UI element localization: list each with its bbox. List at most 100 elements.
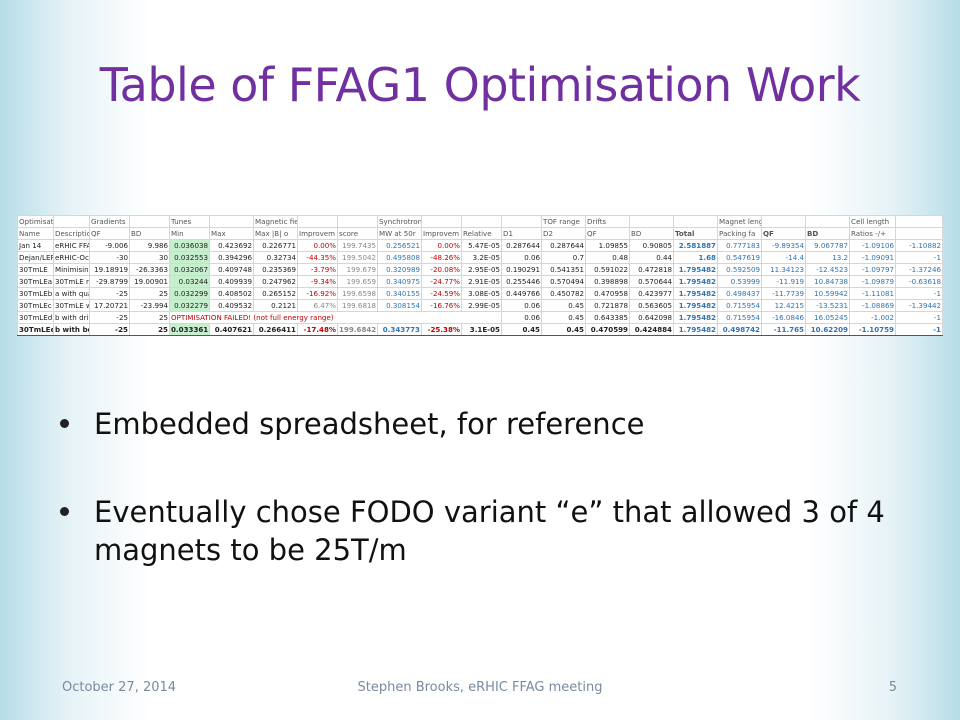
spreadsheet-column-header: D1	[501, 227, 542, 240]
spreadsheet-cell: -12.4523	[805, 263, 850, 276]
spreadsheet-cell: 0.06	[501, 311, 542, 324]
spreadsheet-cell: 11.34123	[761, 263, 806, 276]
spreadsheet-cell: 0.643385	[585, 311, 630, 324]
spreadsheet-cell: 0.256521	[377, 239, 422, 252]
spreadsheet-column-header: BD	[129, 227, 170, 240]
spreadsheet-cell: 1.795482	[673, 311, 718, 324]
spreadsheet-cell: 17.20721	[89, 299, 130, 312]
spreadsheet-group-header: Drifts	[585, 215, 630, 228]
spreadsheet-cell: 0.033361	[169, 323, 210, 336]
spreadsheet-cell: 0.547619	[717, 251, 762, 264]
spreadsheet-cell: 199.679	[337, 263, 378, 276]
spreadsheet-cell: a with qua	[53, 287, 90, 300]
spreadsheet-cell: 0.45	[541, 323, 586, 336]
spreadsheet-column-header	[895, 227, 943, 240]
spreadsheet-cell: -30	[89, 251, 130, 264]
spreadsheet-cell: 0.398898	[585, 275, 630, 288]
spreadsheet-cell: 25	[129, 311, 170, 324]
spreadsheet-row: 30TmLEd b with drif -25 25 OPTIMISATION FAIL…	[17, 311, 943, 324]
spreadsheet-cell: 19.18919	[89, 263, 130, 276]
spreadsheet-group-header	[805, 215, 850, 228]
slide-title: Table of FFAG1 Optimisation Work	[99, 58, 861, 112]
spreadsheet-group-header	[501, 215, 542, 228]
spreadsheet-cell: 0.592509	[717, 263, 762, 276]
spreadsheet-group-header	[209, 215, 254, 228]
spreadsheet-cell: 12.4215	[761, 299, 806, 312]
spreadsheet-cell: 0.409939	[209, 275, 254, 288]
spreadsheet-cell: 0.340975	[377, 275, 422, 288]
spreadsheet-cell: -9.006	[89, 239, 130, 252]
spreadsheet-cell: 19.00901	[129, 275, 170, 288]
spreadsheet-column-header: score	[337, 227, 378, 240]
bullet-text: Eventually chose FODO variant “e” that a…	[94, 495, 885, 567]
spreadsheet-cell: 5.47E-05	[461, 239, 502, 252]
spreadsheet-cell: 0.45	[501, 323, 542, 336]
bullet-dot	[60, 419, 69, 428]
spreadsheet-cell: 25	[129, 323, 170, 336]
spreadsheet-cell: 0.320989	[377, 263, 422, 276]
spreadsheet-cell: 0.7	[541, 251, 586, 264]
spreadsheet-cell: 0.340155	[377, 287, 422, 300]
spreadsheet-row: Dejan/LER eRHIC-Oct -30 30 0.032553 0.394296 0…	[17, 251, 943, 264]
spreadsheet-cell: 0.48	[585, 251, 630, 264]
spreadsheet-cell: -0.63618	[895, 275, 943, 288]
spreadsheet-cell: 2.99E-05	[461, 299, 502, 312]
slide-number: 5	[888, 680, 897, 695]
spreadsheet-cell: b with drif	[53, 311, 90, 324]
spreadsheet-cell: 2.581887	[673, 239, 718, 252]
spreadsheet-cell: 2.95E-05	[461, 263, 502, 276]
spreadsheet-cell: 3.1E-05	[461, 323, 502, 336]
spreadsheet-group-header: Gradients	[89, 215, 130, 228]
spreadsheet-cell: -1.09797	[849, 263, 896, 276]
spreadsheet-group-header	[461, 215, 502, 228]
spreadsheet-cell: 0.287644	[541, 239, 586, 252]
spreadsheet-row: 30TmLEa 30TmLE re -29.8799 19.00901 0.03244 0…	[17, 275, 943, 288]
spreadsheet-column-header: QF	[761, 227, 806, 240]
spreadsheet-group-header: Magnet lengths	[717, 215, 762, 228]
spreadsheet-group-header	[673, 215, 718, 228]
spreadsheet-cell: 30TmLEa	[17, 275, 54, 288]
spreadsheet-cell: 0.00%	[421, 239, 462, 252]
spreadsheet-cell: 0.470958	[585, 287, 630, 300]
spreadsheet-cell: 0.45	[541, 311, 586, 324]
spreadsheet-cell: 9.067787	[805, 239, 850, 252]
spreadsheet-cell: 0.498437	[717, 287, 762, 300]
spreadsheet-cell: -3.79%	[297, 263, 338, 276]
spreadsheet-cell: -9.89354	[761, 239, 806, 252]
spreadsheet-cell: -1.08869	[849, 299, 896, 312]
spreadsheet-column-header: MW at 50r	[377, 227, 422, 240]
spreadsheet-cell: 0.32734	[253, 251, 298, 264]
spreadsheet-cell: 199.7435	[337, 239, 378, 252]
spreadsheet-column-header: Total	[673, 227, 718, 240]
spreadsheet-cell: Dejan/LER	[17, 251, 54, 264]
spreadsheet-column-header: QF	[585, 227, 630, 240]
spreadsheet-cell: 0.06	[501, 251, 542, 264]
spreadsheet-group-header	[421, 215, 462, 228]
spreadsheet-column-header: Descriptio	[53, 227, 90, 240]
spreadsheet-column-header: Name	[17, 227, 54, 240]
spreadsheet-group-header	[53, 215, 90, 228]
spreadsheet-cell: -1.39442	[895, 299, 943, 312]
spreadsheet-cell: 0.563605	[629, 299, 674, 312]
spreadsheet-group-header	[337, 215, 378, 228]
spreadsheet-cell: 30TmLEe	[17, 323, 54, 336]
embedded-spreadsheet[interactable]: Optimisation Gradients Tunes Magnetic field…	[17, 215, 943, 336]
spreadsheet-group-header	[895, 215, 943, 228]
spreadsheet-column-header: Ratios -/+	[849, 227, 896, 240]
spreadsheet-cell: 0.00%	[297, 239, 338, 252]
spreadsheet-cell: 0.287644	[501, 239, 542, 252]
spreadsheet-cell: -1.11081	[849, 287, 896, 300]
spreadsheet-cell: 1.795482	[673, 275, 718, 288]
spreadsheet-cell: -20.08%	[421, 263, 462, 276]
spreadsheet-cell: 0.423977	[629, 287, 674, 300]
spreadsheet-cell: -1	[895, 311, 943, 324]
spreadsheet-cell: 199.659	[337, 275, 378, 288]
spreadsheet-group-header: TOF range	[541, 215, 586, 228]
spreadsheet-cell: 199.6598	[337, 287, 378, 300]
spreadsheet-cell: 6.47%	[297, 299, 338, 312]
spreadsheet-cell: -1.09879	[849, 275, 896, 288]
spreadsheet-cell: -29.8799	[89, 275, 130, 288]
spreadsheet-cell: 0.032553	[169, 251, 210, 264]
spreadsheet-group-header	[297, 215, 338, 228]
